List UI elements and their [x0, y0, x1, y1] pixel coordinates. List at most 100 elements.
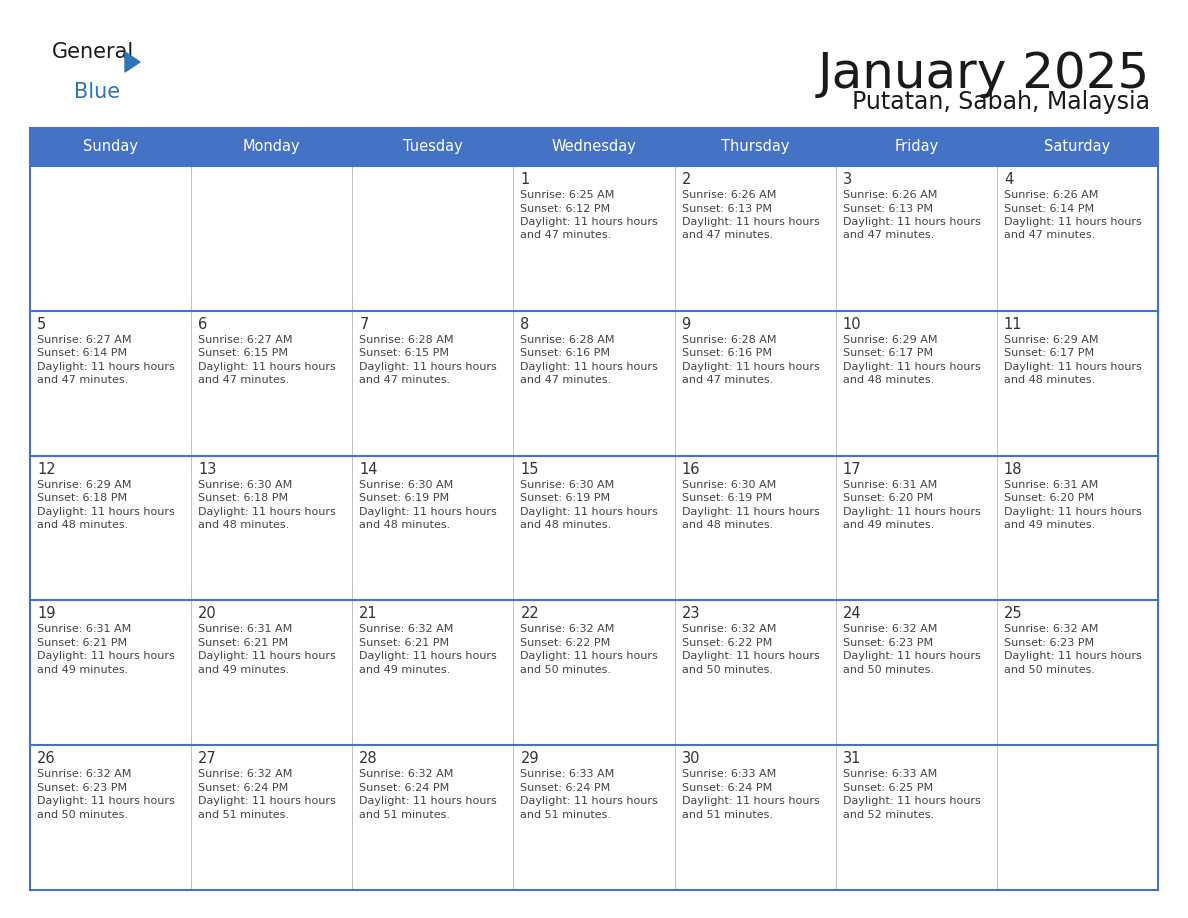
- Text: 7: 7: [359, 317, 368, 331]
- Text: Daylight: 11 hours hours: Daylight: 11 hours hours: [842, 507, 980, 517]
- Text: Sunset: 6:24 PM: Sunset: 6:24 PM: [359, 783, 449, 793]
- Text: Daylight: 11 hours hours: Daylight: 11 hours hours: [842, 217, 980, 227]
- Text: Daylight: 11 hours hours: Daylight: 11 hours hours: [520, 362, 658, 372]
- Text: Sunset: 6:19 PM: Sunset: 6:19 PM: [520, 493, 611, 503]
- Text: Daylight: 11 hours hours: Daylight: 11 hours hours: [359, 362, 497, 372]
- Text: Sunset: 6:14 PM: Sunset: 6:14 PM: [1004, 204, 1094, 214]
- Text: Daylight: 11 hours hours: Daylight: 11 hours hours: [37, 362, 175, 372]
- Bar: [997, 311, 1158, 455]
- Text: Friday: Friday: [895, 140, 939, 154]
- Bar: [30, 745, 191, 890]
- Text: and 51 minutes.: and 51 minutes.: [520, 810, 612, 820]
- Text: 19: 19: [37, 607, 56, 621]
- Text: Daylight: 11 hours hours: Daylight: 11 hours hours: [37, 796, 175, 806]
- Text: Sunrise: 6:29 AM: Sunrise: 6:29 AM: [1004, 335, 1099, 345]
- Text: 27: 27: [198, 751, 217, 767]
- Text: Daylight: 11 hours hours: Daylight: 11 hours hours: [37, 507, 175, 517]
- Text: Sunrise: 6:28 AM: Sunrise: 6:28 AM: [520, 335, 615, 345]
- Text: Sunrise: 6:31 AM: Sunrise: 6:31 AM: [1004, 479, 1098, 489]
- Text: Sunset: 6:22 PM: Sunset: 6:22 PM: [520, 638, 611, 648]
- Text: Sunrise: 6:25 AM: Sunrise: 6:25 AM: [520, 190, 615, 200]
- Bar: [513, 745, 675, 890]
- Text: Sunrise: 6:27 AM: Sunrise: 6:27 AM: [198, 335, 292, 345]
- Text: and 50 minutes.: and 50 minutes.: [1004, 665, 1095, 675]
- Text: Sunset: 6:23 PM: Sunset: 6:23 PM: [842, 638, 933, 648]
- Text: and 47 minutes.: and 47 minutes.: [520, 375, 612, 386]
- Text: and 48 minutes.: and 48 minutes.: [1004, 375, 1095, 386]
- Text: 26: 26: [37, 751, 56, 767]
- Text: and 49 minutes.: and 49 minutes.: [359, 665, 450, 675]
- Bar: [675, 600, 835, 745]
- Text: Sunset: 6:18 PM: Sunset: 6:18 PM: [198, 493, 289, 503]
- Text: Sunset: 6:21 PM: Sunset: 6:21 PM: [37, 638, 127, 648]
- Bar: [997, 166, 1158, 311]
- Bar: [30, 455, 191, 600]
- Text: Sunset: 6:16 PM: Sunset: 6:16 PM: [520, 348, 611, 358]
- Bar: [513, 455, 675, 600]
- Text: Sunrise: 6:32 AM: Sunrise: 6:32 AM: [37, 769, 132, 779]
- Text: and 51 minutes.: and 51 minutes.: [198, 810, 289, 820]
- Text: 31: 31: [842, 751, 861, 767]
- Text: Daylight: 11 hours hours: Daylight: 11 hours hours: [198, 362, 336, 372]
- Bar: [30, 166, 191, 311]
- Bar: [675, 166, 835, 311]
- Text: Sunset: 6:22 PM: Sunset: 6:22 PM: [682, 638, 772, 648]
- Text: Daylight: 11 hours hours: Daylight: 11 hours hours: [842, 362, 980, 372]
- Bar: [191, 166, 353, 311]
- Bar: [191, 455, 353, 600]
- Text: and 48 minutes.: and 48 minutes.: [682, 521, 773, 530]
- Text: Sunset: 6:19 PM: Sunset: 6:19 PM: [682, 493, 772, 503]
- Bar: [835, 311, 997, 455]
- Text: and 51 minutes.: and 51 minutes.: [359, 810, 450, 820]
- Text: and 47 minutes.: and 47 minutes.: [520, 230, 612, 241]
- Text: 13: 13: [198, 462, 216, 476]
- Bar: [835, 166, 997, 311]
- Text: Daylight: 11 hours hours: Daylight: 11 hours hours: [520, 507, 658, 517]
- Text: and 48 minutes.: and 48 minutes.: [198, 521, 290, 530]
- Bar: [353, 311, 513, 455]
- Text: and 52 minutes.: and 52 minutes.: [842, 810, 934, 820]
- Text: Daylight: 11 hours hours: Daylight: 11 hours hours: [520, 796, 658, 806]
- Bar: [30, 311, 191, 455]
- Text: Thursday: Thursday: [721, 140, 789, 154]
- Text: Monday: Monday: [242, 140, 301, 154]
- Text: Sunrise: 6:32 AM: Sunrise: 6:32 AM: [682, 624, 776, 634]
- Text: Blue: Blue: [74, 82, 120, 102]
- Text: Sunrise: 6:33 AM: Sunrise: 6:33 AM: [682, 769, 776, 779]
- Bar: [835, 455, 997, 600]
- Text: 24: 24: [842, 607, 861, 621]
- Text: Sunday: Sunday: [83, 140, 138, 154]
- Bar: [997, 600, 1158, 745]
- Text: Daylight: 11 hours hours: Daylight: 11 hours hours: [198, 652, 336, 661]
- Text: Sunrise: 6:26 AM: Sunrise: 6:26 AM: [1004, 190, 1098, 200]
- Text: Sunrise: 6:32 AM: Sunrise: 6:32 AM: [1004, 624, 1098, 634]
- Text: 20: 20: [198, 607, 217, 621]
- Text: 15: 15: [520, 462, 539, 476]
- Bar: [353, 600, 513, 745]
- Text: Wednesday: Wednesday: [551, 140, 637, 154]
- Bar: [353, 745, 513, 890]
- Text: 21: 21: [359, 607, 378, 621]
- Text: Sunrise: 6:28 AM: Sunrise: 6:28 AM: [682, 335, 776, 345]
- Text: 10: 10: [842, 317, 861, 331]
- Text: and 47 minutes.: and 47 minutes.: [198, 375, 290, 386]
- Text: Daylight: 11 hours hours: Daylight: 11 hours hours: [520, 217, 658, 227]
- Text: Daylight: 11 hours hours: Daylight: 11 hours hours: [520, 652, 658, 661]
- Text: Sunset: 6:17 PM: Sunset: 6:17 PM: [1004, 348, 1094, 358]
- Text: Sunrise: 6:32 AM: Sunrise: 6:32 AM: [198, 769, 292, 779]
- Text: Daylight: 11 hours hours: Daylight: 11 hours hours: [1004, 217, 1142, 227]
- Text: Sunrise: 6:32 AM: Sunrise: 6:32 AM: [520, 624, 615, 634]
- Text: Sunrise: 6:26 AM: Sunrise: 6:26 AM: [682, 190, 776, 200]
- Text: 23: 23: [682, 607, 700, 621]
- Text: 2: 2: [682, 172, 691, 187]
- Text: Sunrise: 6:30 AM: Sunrise: 6:30 AM: [682, 479, 776, 489]
- Text: Daylight: 11 hours hours: Daylight: 11 hours hours: [359, 796, 497, 806]
- Text: Sunset: 6:20 PM: Sunset: 6:20 PM: [842, 493, 933, 503]
- Text: Sunset: 6:18 PM: Sunset: 6:18 PM: [37, 493, 127, 503]
- Text: Sunset: 6:16 PM: Sunset: 6:16 PM: [682, 348, 771, 358]
- Text: 28: 28: [359, 751, 378, 767]
- Bar: [513, 600, 675, 745]
- Bar: [997, 745, 1158, 890]
- Text: Daylight: 11 hours hours: Daylight: 11 hours hours: [37, 652, 175, 661]
- Text: Sunset: 6:23 PM: Sunset: 6:23 PM: [37, 783, 127, 793]
